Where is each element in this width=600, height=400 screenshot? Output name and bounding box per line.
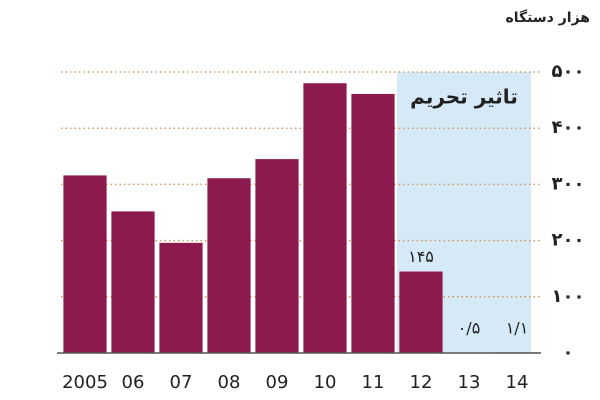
value-label: ۰/۵ [458,319,481,338]
x-tick-label: 12 [410,372,433,393]
bar [255,159,299,353]
bar [111,211,155,353]
bar [399,271,443,353]
y-tick-label: ۳۰۰ [552,173,585,194]
annotation-text: تاثیر تحریم [410,85,518,109]
x-tick-label: 10 [314,372,337,393]
x-tick-label: 07 [170,372,193,393]
bar [207,178,251,353]
y-tick-label: ۱۰۰ [552,286,585,307]
y-tick-label: ۴۰۰ [552,117,585,138]
x-tick-label: 13 [458,372,481,393]
y-tick-label: ۰ [563,342,574,363]
x-tick-label: 06 [122,372,145,393]
x-tick-label: 08 [218,372,241,393]
y-axis-label: هزار دستگاه [506,9,590,26]
x-tick-label: 11 [362,372,385,393]
x-tick-label: 09 [266,372,289,393]
bar [63,175,107,353]
x-tick-label: 14 [506,372,529,393]
x-tick-label: 2005 [62,372,108,393]
y-tick-label: ۲۰۰ [552,230,585,251]
bar [303,83,347,354]
bar [351,93,395,353]
bar [159,242,203,353]
value-label: ۱/۱ [506,319,529,338]
y-tick-label: ۵۰۰ [552,61,585,82]
value-label: ۱۴۵ [408,247,434,266]
